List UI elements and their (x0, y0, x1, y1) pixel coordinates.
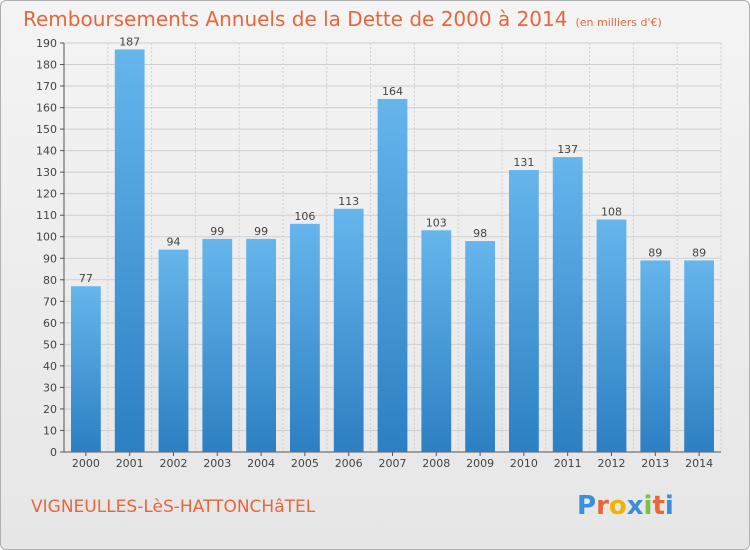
data-label: 103 (426, 216, 447, 229)
x-tick-label: 2014 (685, 457, 713, 470)
x-tick-label: 2002 (160, 457, 188, 470)
bar-2013 (640, 260, 671, 452)
x-tick-label: 2012 (598, 457, 626, 470)
y-tick-label: 160 (36, 102, 57, 115)
y-tick-label: 90 (43, 252, 57, 265)
x-tick-label: 2006 (335, 457, 363, 470)
y-tick-label: 40 (43, 360, 57, 373)
x-tick-label: 2010 (510, 457, 538, 470)
commune-name: VIGNEULLES-LèS-HATTONCHâTEL (31, 497, 316, 517)
logo-letter: i (664, 491, 674, 521)
bar-2014 (684, 260, 714, 452)
bar-2012 (596, 219, 627, 452)
x-tick-label: 2005 (291, 457, 319, 470)
data-label: 164 (382, 85, 403, 98)
data-label: 106 (294, 210, 315, 223)
data-label: 89 (692, 246, 706, 259)
proxiti-logo: Proxiti (577, 491, 674, 521)
x-tick-label: 2007 (379, 457, 407, 470)
data-label: 108 (601, 206, 622, 219)
data-labels: 77 187 94 99 99 106 113 164 103 98 131 137 108 89 89 (79, 35, 706, 285)
x-tick-label: 2013 (641, 457, 669, 470)
axes: 0 10 20 30 40 50 60 70 80 90 100 110 120 130 140 150 160… (36, 37, 721, 470)
chart-title-block: Remboursements Annuels de la Dette de 20… (23, 7, 662, 31)
bar-2006 (333, 208, 364, 452)
data-label: 187 (119, 35, 140, 48)
data-label: 137 (557, 143, 578, 156)
bar-2008 (421, 230, 452, 452)
bar-2003 (202, 238, 233, 452)
y-tick-label: 150 (36, 123, 57, 136)
bar-2004 (246, 238, 276, 452)
logo-letter: x (626, 491, 644, 521)
chart-unit: (en milliers d'€) (575, 16, 662, 29)
y-tick-label: 190 (36, 37, 57, 50)
x-tick-label: 2009 (466, 457, 494, 470)
bar-chart: 0 10 20 30 40 50 60 70 80 90 100 110 120 130 140 150 160… (36, 35, 722, 470)
data-label: 99 (254, 225, 268, 238)
y-tick-label: 180 (36, 59, 57, 72)
x-tick-label: 2004 (247, 457, 275, 470)
bar-2007 (377, 98, 408, 453)
data-label: 99 (210, 225, 224, 238)
chart-title: Remboursements Annuels de la Dette de 20… (23, 7, 568, 31)
data-label: 98 (473, 227, 487, 240)
y-tick-label: 0 (50, 446, 57, 459)
logo-letter: P (577, 491, 597, 521)
y-tick-label: 50 (43, 338, 57, 351)
logo-letter: t (652, 491, 665, 521)
y-tick-label: 130 (36, 166, 57, 179)
x-tick-label: 2001 (116, 457, 144, 470)
x-tick-label: 2000 (72, 457, 100, 470)
data-label: 94 (167, 236, 181, 249)
bar-2000 (71, 286, 101, 452)
bar-2011 (552, 157, 583, 452)
data-label: 113 (338, 195, 359, 208)
y-tick-label: 10 (43, 424, 57, 437)
bar-2009 (465, 241, 495, 452)
x-tick-label: 2003 (203, 457, 231, 470)
x-tick-label: 2008 (422, 457, 450, 470)
y-tick-label: 70 (43, 295, 57, 308)
bar-2005 (290, 223, 320, 452)
bar-2002 (158, 249, 189, 452)
y-tick-label: 20 (43, 403, 57, 416)
bars (71, 49, 714, 453)
logo-letter: i (643, 491, 653, 521)
y-tick-label: 60 (43, 317, 57, 330)
y-tick-label: 110 (36, 209, 57, 222)
logo-letter: o (608, 491, 627, 521)
y-tick-label: 100 (36, 231, 57, 244)
y-tick-label: 120 (36, 188, 57, 201)
y-tick-label: 80 (43, 274, 57, 287)
y-tick-label: 140 (36, 145, 57, 158)
bar-2010 (509, 170, 539, 453)
y-tick-label: 30 (43, 381, 57, 394)
data-label: 77 (79, 272, 93, 285)
data-label: 131 (513, 156, 534, 169)
data-label: 89 (648, 246, 662, 259)
y-tick-label: 170 (36, 80, 57, 93)
x-tick-label: 2011 (554, 457, 582, 470)
bar-2001 (114, 49, 145, 453)
logo-letter: r (596, 491, 609, 521)
